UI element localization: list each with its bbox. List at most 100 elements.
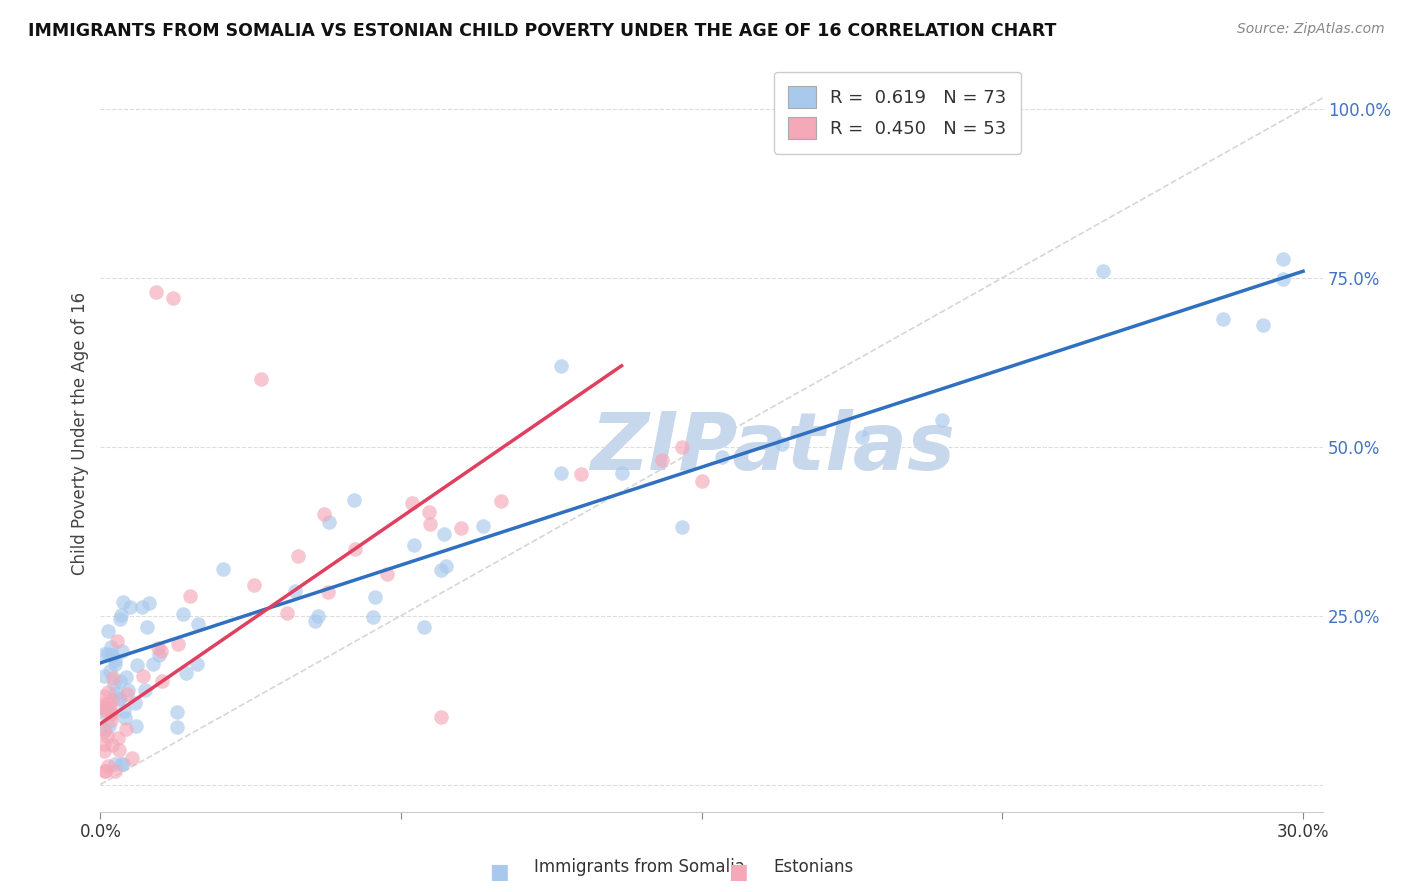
Point [117, 683, 139, 698]
Point [105, 634, 128, 648]
Point [108, 691, 131, 706]
Point [124, 696, 146, 710]
Point [98, 698, 121, 713]
Point [710, 450, 733, 464]
Point [450, 521, 472, 535]
Point [107, 743, 129, 757]
Point [121, 751, 143, 765]
Point [316, 585, 339, 599]
Point [110, 757, 132, 772]
Point [343, 541, 366, 556]
Point [1091, 264, 1114, 278]
Point [404, 538, 426, 552]
Text: Estonians: Estonians [773, 858, 853, 876]
Point [162, 291, 184, 305]
Point [186, 657, 208, 672]
Point [100, 706, 122, 720]
Point [1251, 318, 1274, 332]
Point [430, 563, 453, 577]
Point [610, 466, 633, 480]
Point [111, 644, 134, 658]
Point [318, 516, 340, 530]
Point [179, 589, 201, 603]
Point [104, 657, 127, 672]
Point [111, 757, 134, 772]
Point [111, 594, 134, 608]
Point [211, 562, 233, 576]
Point [375, 566, 398, 581]
Point [145, 285, 167, 299]
Point [114, 711, 136, 725]
Point [433, 527, 456, 541]
Point [96, 729, 118, 743]
Point [187, 617, 209, 632]
Point [690, 474, 713, 488]
Point [401, 496, 423, 510]
Point [1272, 252, 1295, 266]
Point [131, 600, 153, 615]
Point [287, 549, 309, 563]
Point [304, 614, 326, 628]
Point [94, 698, 117, 712]
Point [104, 653, 127, 667]
Point [413, 620, 436, 634]
Point [112, 704, 135, 718]
Point [174, 666, 197, 681]
Point [149, 644, 172, 658]
Point [931, 413, 953, 427]
Point [307, 608, 329, 623]
Point [131, 669, 153, 683]
Point [100, 713, 122, 727]
Point [115, 670, 138, 684]
Point [361, 609, 384, 624]
Point [94, 764, 117, 778]
Text: ■: ■ [728, 863, 748, 882]
Point [166, 637, 188, 651]
Point [104, 764, 127, 778]
Point [276, 606, 298, 620]
Point [93, 737, 115, 751]
Point [166, 720, 188, 734]
Point [108, 692, 131, 706]
Point [1272, 272, 1295, 286]
Point [115, 687, 138, 701]
Point [243, 578, 266, 592]
Point [97, 685, 120, 699]
Point [471, 519, 494, 533]
Text: ■: ■ [489, 863, 509, 882]
Point [150, 673, 173, 688]
Point [100, 665, 122, 679]
Point [419, 516, 441, 531]
Point [550, 359, 572, 373]
Point [100, 640, 122, 655]
Point [107, 731, 129, 746]
Point [172, 607, 194, 621]
Y-axis label: Child Poverty Under the Age of 16: Child Poverty Under the Age of 16 [72, 292, 89, 574]
Point [851, 429, 873, 443]
Point [97, 759, 120, 773]
Point [93, 689, 115, 703]
Point [101, 693, 124, 707]
Point [93, 764, 115, 778]
Point [142, 657, 165, 672]
Point [94, 722, 117, 736]
Point [343, 493, 366, 508]
Point [97, 647, 120, 661]
Point [110, 607, 132, 622]
Text: Immigrants from Somalia: Immigrants from Somalia [534, 858, 745, 876]
Point [93, 701, 115, 715]
Point [93, 744, 115, 758]
Point [97, 719, 120, 733]
Point [118, 599, 141, 614]
Point [104, 757, 127, 772]
Point [770, 437, 793, 451]
Point [93, 723, 115, 738]
Point [312, 508, 335, 522]
Point [101, 648, 124, 662]
Point [104, 685, 127, 699]
Point [125, 719, 148, 733]
Point [125, 658, 148, 673]
Point [134, 683, 156, 698]
Point [249, 372, 271, 386]
Point [148, 648, 170, 663]
